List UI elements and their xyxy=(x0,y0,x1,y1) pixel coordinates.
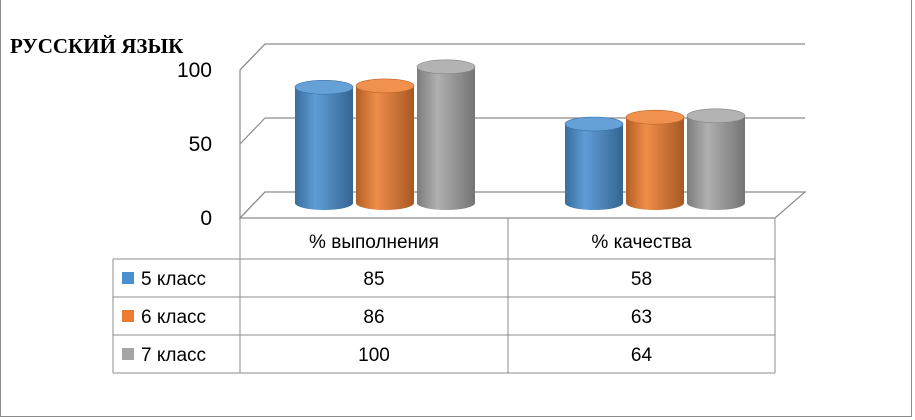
bar-top xyxy=(625,109,685,125)
y-tick-label: 50 xyxy=(189,133,212,156)
bar-body xyxy=(356,85,414,210)
category-label: % выполнения xyxy=(309,232,439,253)
bar-top xyxy=(294,79,354,95)
bar-top xyxy=(355,78,415,94)
y-tick-label: 100 xyxy=(177,59,212,82)
chart-title: РУССКИЙ ЯЗЫК xyxy=(10,34,184,58)
data-label: 85 xyxy=(363,269,384,290)
data-label: 58 xyxy=(631,269,652,290)
bar xyxy=(416,59,476,210)
legend-swatch xyxy=(122,348,134,360)
floor xyxy=(238,191,807,219)
bar xyxy=(686,108,746,210)
series-label: 7 класс xyxy=(141,345,206,366)
gridline-side xyxy=(239,117,266,145)
legend-swatch xyxy=(122,310,134,322)
data-label: 64 xyxy=(631,345,653,366)
data-table: % выполнения % качества 5 класс 85 58 6 класс… xyxy=(112,218,776,374)
bar-body xyxy=(687,115,745,210)
bar-top xyxy=(416,59,476,75)
series-label: 6 класс xyxy=(141,307,206,328)
gridline-side xyxy=(239,43,266,71)
legend-swatch xyxy=(122,272,134,284)
bar xyxy=(294,79,354,210)
bar-body xyxy=(295,87,353,210)
y-tick-label: 0 xyxy=(200,207,212,230)
series-label: 5 класс xyxy=(141,269,206,290)
data-label: 100 xyxy=(358,345,390,366)
bar-body xyxy=(626,117,684,210)
bar xyxy=(564,116,624,210)
bars xyxy=(294,59,746,210)
category-label: % качества xyxy=(591,232,692,253)
bar-top xyxy=(564,116,624,132)
y-axis-ticks: 0 50 100 xyxy=(177,59,212,230)
bar xyxy=(355,78,415,210)
bar-body xyxy=(565,124,623,210)
data-label: 63 xyxy=(631,307,652,328)
bar-top xyxy=(686,108,746,124)
data-label: 86 xyxy=(363,307,384,328)
bar xyxy=(625,109,685,210)
bar-body xyxy=(417,66,475,210)
